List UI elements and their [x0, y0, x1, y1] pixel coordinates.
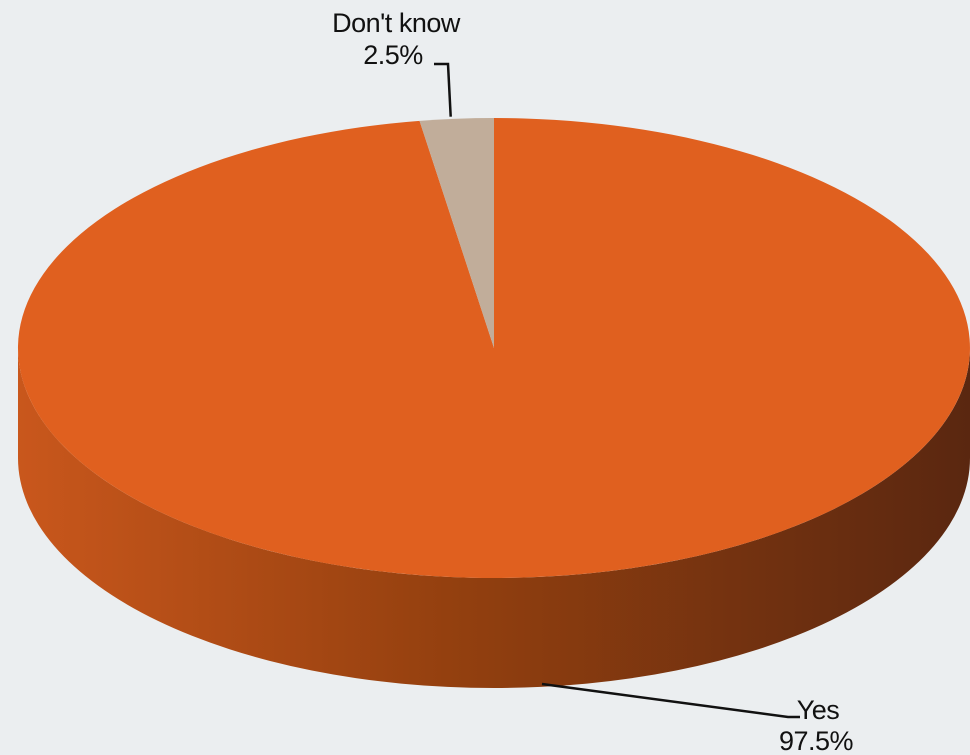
slice-label-dont-know: Don't know: [332, 8, 461, 38]
pie-slice-yes[interactable]: [17, 118, 970, 578]
leader-line-yes: [541, 682, 800, 719]
slice-label-yes: Yes: [797, 695, 840, 725]
slice-value-yes: 97.5%: [779, 726, 854, 755]
slice-value-dont-know: 2.5%: [363, 40, 423, 70]
pie-slice-dont-know[interactable]: [419, 118, 494, 348]
pie-side-wall: [18, 348, 970, 688]
leader-line-dont-know: [434, 62, 452, 117]
